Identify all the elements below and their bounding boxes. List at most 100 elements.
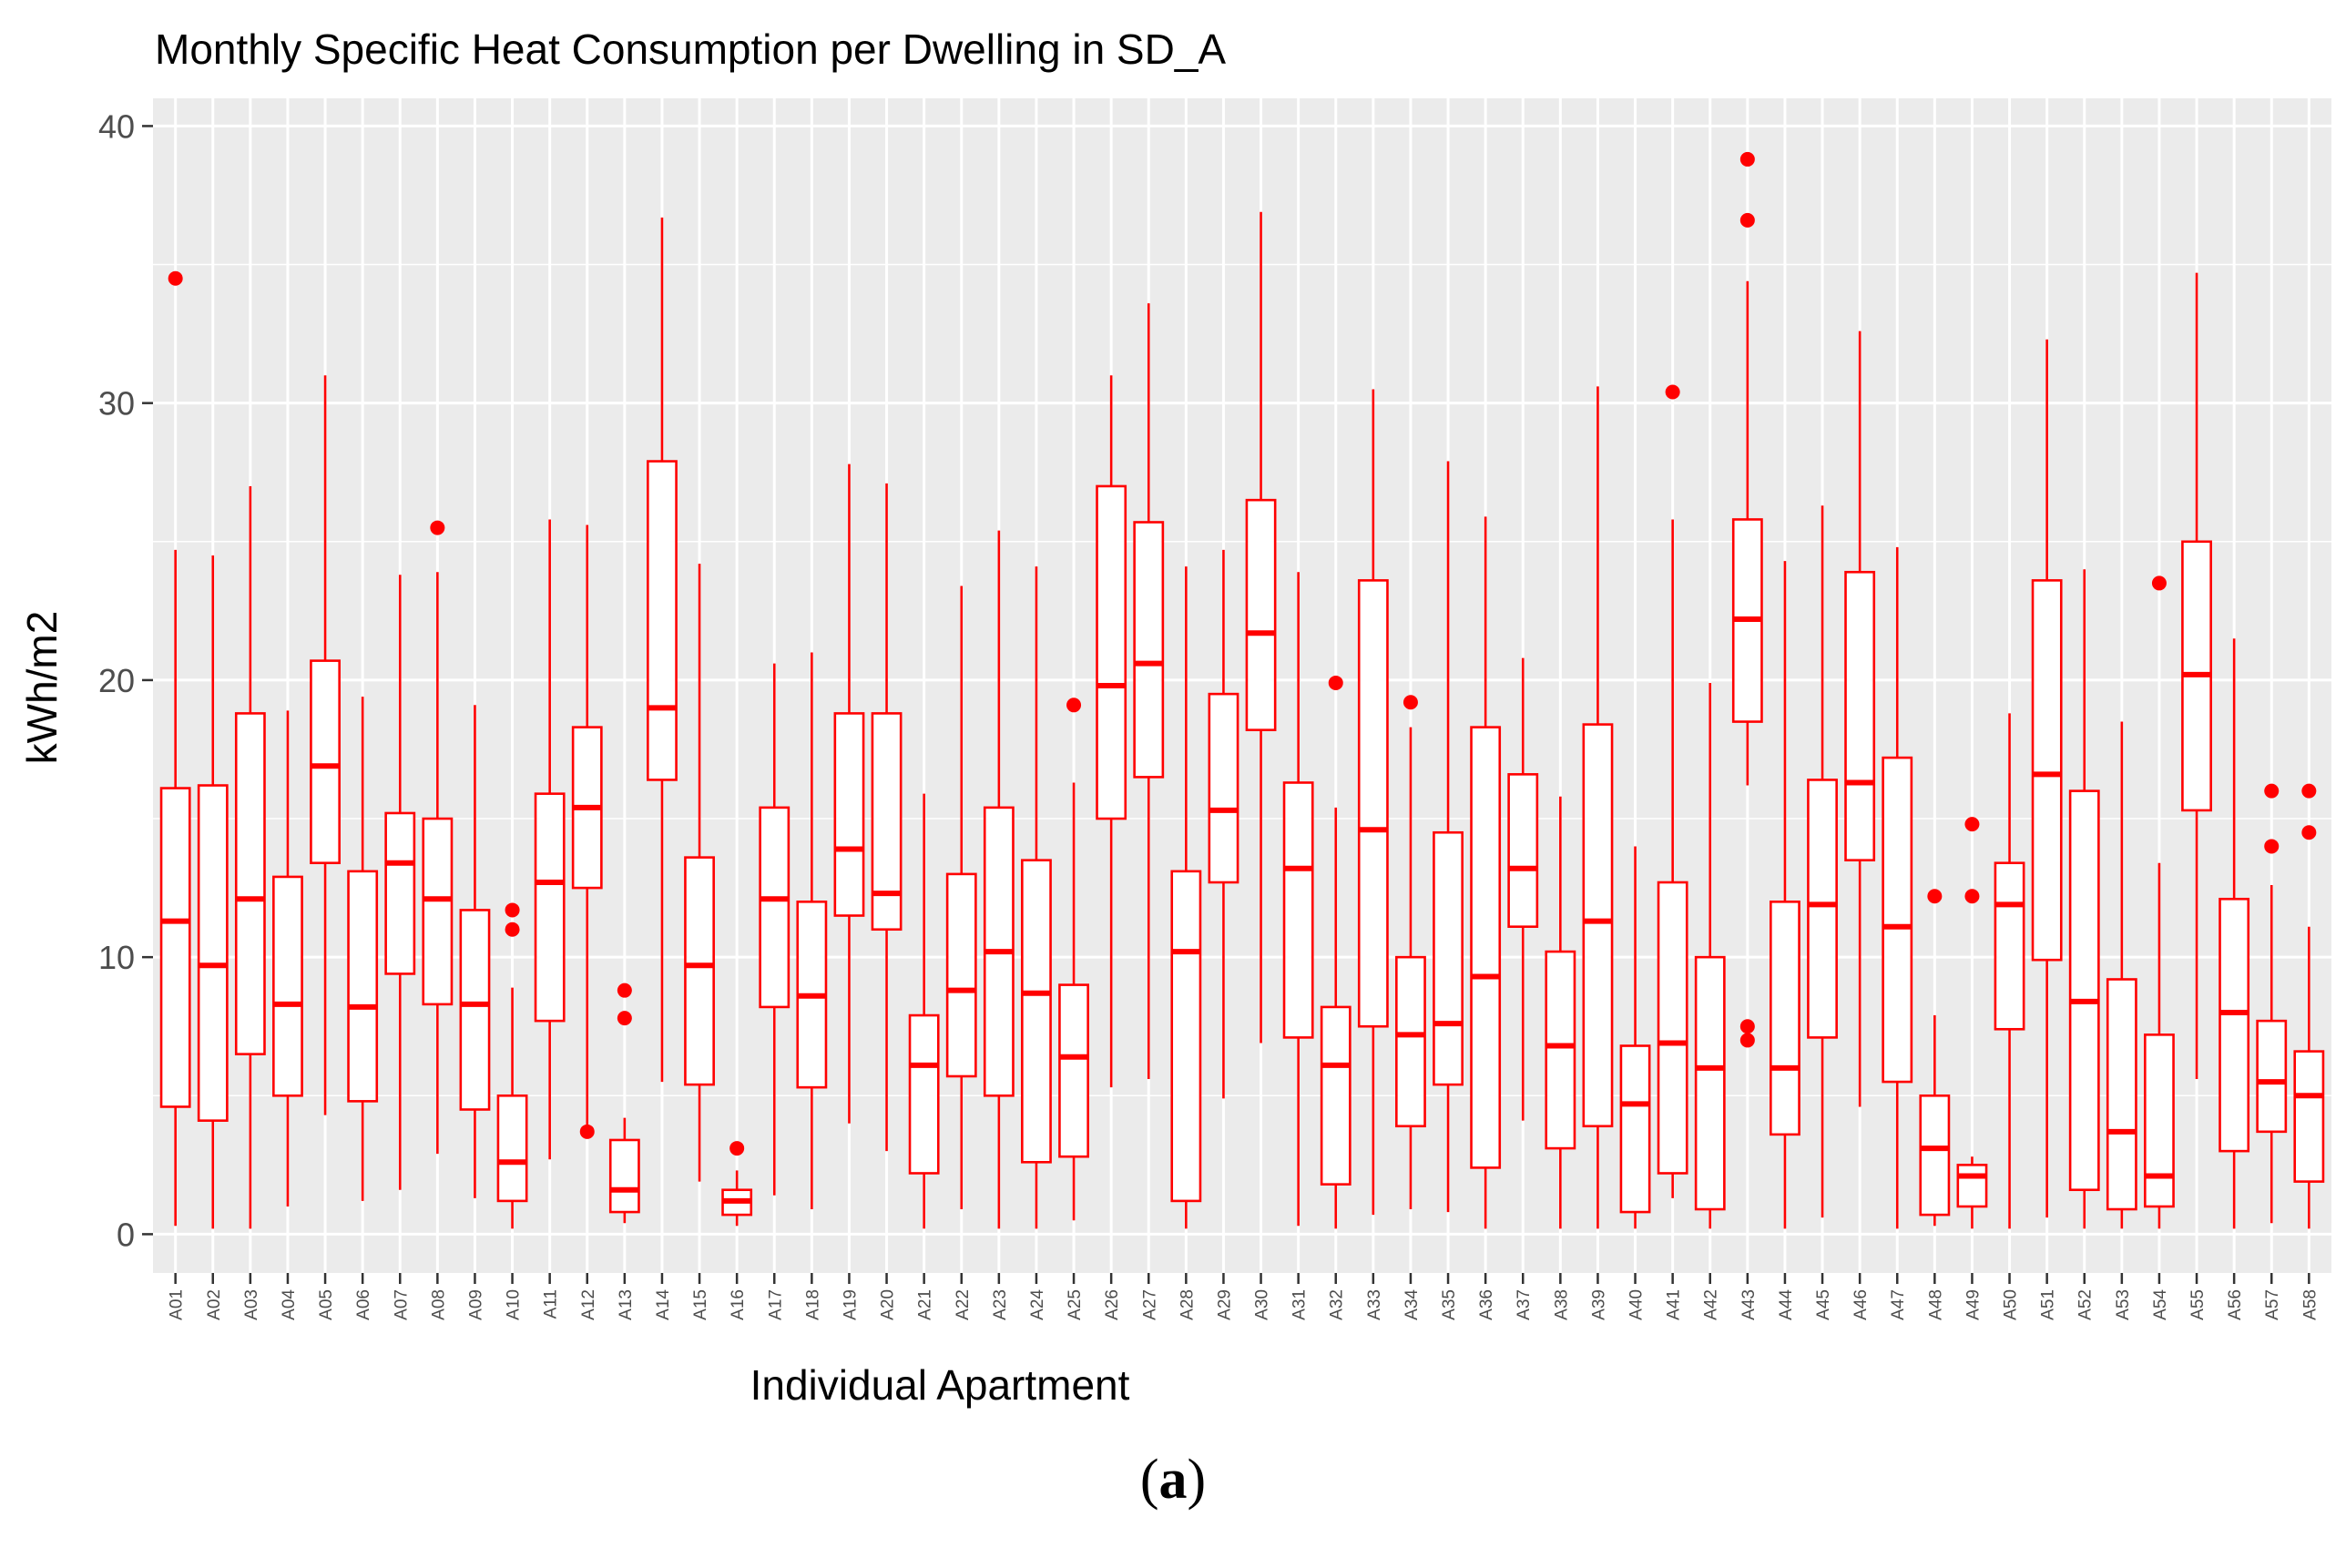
y-tick-label: 40	[98, 107, 135, 145]
outlier-point	[168, 270, 183, 286]
box-A50	[1994, 713, 2025, 1229]
box-A51	[2031, 339, 2063, 1218]
outlier-point	[1739, 151, 1755, 167]
box-A12	[571, 524, 603, 1139]
box-A04	[272, 710, 303, 1207]
box-A13	[608, 983, 640, 1224]
iqr-box	[2293, 1050, 2325, 1183]
iqr-box	[422, 817, 454, 1006]
iqr-box	[1619, 1044, 1651, 1214]
x-tick-label: A48	[1926, 1289, 1945, 1320]
x-tick-label: A11	[542, 1289, 561, 1319]
x-tick-label: A44	[1777, 1289, 1796, 1320]
iqr-box	[1245, 498, 1277, 731]
x-tick-label: A07	[392, 1289, 411, 1320]
y-tick-label: 30	[98, 385, 135, 423]
box-A20	[871, 483, 903, 1152]
x-tick-label: A46	[1851, 1289, 1871, 1320]
iqr-box	[1657, 881, 1688, 1175]
iqr-box	[310, 659, 341, 865]
x-tick-label: A01	[168, 1289, 187, 1320]
x-tick-label: A56	[2226, 1289, 2245, 1320]
box-A14	[647, 217, 678, 1083]
x-tick-label: A21	[916, 1289, 935, 1320]
box-A36	[1470, 516, 1502, 1229]
box-A23	[983, 530, 1015, 1229]
box-A42	[1694, 682, 1726, 1229]
outlier-point	[729, 1141, 745, 1156]
iqr-box	[1994, 861, 2025, 1031]
box-A46	[1844, 331, 1876, 1107]
x-tick-label: A05	[317, 1289, 336, 1320]
x-tick-label: A08	[429, 1289, 448, 1320]
iqr-box	[159, 787, 191, 1108]
box-A38	[1545, 796, 1576, 1229]
box-A39	[1582, 386, 1614, 1229]
box-A08	[422, 520, 454, 1155]
x-tick-label: A27	[1140, 1289, 1159, 1320]
box-A29	[1208, 549, 1239, 1099]
x-tick-label: A35	[1440, 1289, 1459, 1320]
outlier-point	[1964, 889, 1980, 904]
x-axis: A01 A02 A03 A04 A05 A06 A07 A08 A09 A10 A11 A12 A13 A…	[168, 1273, 2320, 1320]
outlier-point	[1927, 889, 1943, 904]
iqr-box	[1357, 579, 1389, 1028]
x-tick-label: A18	[803, 1289, 822, 1320]
iqr-box	[234, 712, 266, 1055]
x-tick-label: A03	[242, 1289, 261, 1320]
iqr-box	[1582, 723, 1614, 1128]
x-tick-label: A26	[1103, 1289, 1122, 1320]
caption-label: a	[1158, 1449, 1188, 1511]
x-tick-label: A52	[2076, 1289, 2096, 1320]
box-A45	[1807, 505, 1838, 1218]
box-A48	[1919, 889, 1951, 1227]
box-A10	[496, 902, 528, 1229]
box-A17	[759, 663, 790, 1196]
x-tick-label: A10	[505, 1289, 524, 1320]
iqr-box	[759, 806, 790, 1009]
iqr-box	[1096, 484, 1127, 820]
x-tick-label: A25	[1066, 1289, 1085, 1320]
plot-panel	[153, 98, 2331, 1273]
x-tick-label: A30	[1253, 1289, 1272, 1320]
box-A24	[1021, 566, 1052, 1229]
outlier-point	[505, 921, 520, 937]
iqr-box	[2256, 1019, 2288, 1134]
box-A07	[384, 575, 416, 1190]
x-tick-label: A43	[1739, 1289, 1759, 1320]
iqr-box	[2218, 897, 2250, 1153]
box-A55	[2181, 272, 2212, 1080]
iqr-box	[2068, 789, 2100, 1192]
outlier-point	[2264, 839, 2280, 854]
box-A22	[945, 585, 977, 1210]
outlier-point	[2301, 783, 2317, 799]
outlier-point	[2151, 575, 2167, 591]
outlier-point	[617, 983, 632, 998]
box-A41	[1657, 384, 1688, 1198]
outlier-point	[1665, 384, 1680, 400]
x-tick-label: A19	[841, 1289, 860, 1320]
iqr-box	[1208, 692, 1239, 884]
x-tick-label: A41	[1665, 1289, 1684, 1320]
iqr-box	[459, 909, 491, 1111]
box-A05	[310, 375, 341, 1115]
y-tick-label: 20	[98, 662, 135, 699]
x-tick-label: A12	[579, 1289, 598, 1320]
iqr-box	[1507, 773, 1539, 928]
iqr-box	[384, 811, 416, 975]
x-tick-label: A36	[1477, 1289, 1496, 1320]
y-axis-label: kWh/m2	[18, 611, 66, 765]
outlier-point	[579, 1124, 595, 1139]
outlier-point	[505, 902, 520, 918]
figure-caption: (a)	[1139, 1449, 1207, 1511]
iqr-box	[871, 712, 903, 932]
outlier-point	[1739, 212, 1755, 228]
outlier-point	[1328, 675, 1343, 690]
box-A33	[1357, 389, 1389, 1216]
box-A06	[347, 697, 379, 1201]
x-tick-label: A42	[1702, 1289, 1721, 1320]
iqr-box	[608, 1138, 640, 1214]
x-tick-label: A58	[2300, 1289, 2320, 1320]
box-A11	[534, 519, 566, 1160]
